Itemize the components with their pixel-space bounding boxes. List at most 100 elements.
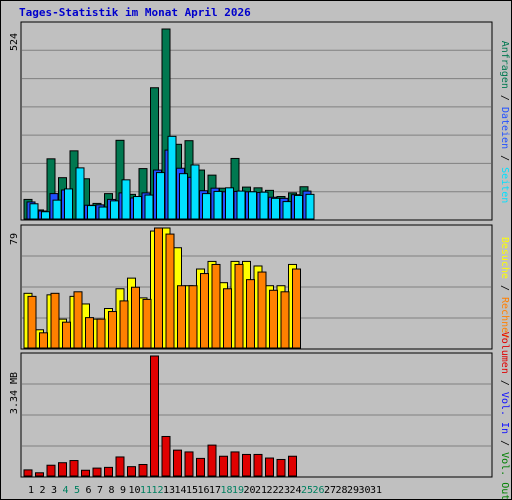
bar-rechner-18	[223, 288, 232, 349]
x-tick-label: 29	[347, 485, 359, 496]
x-tick-label: 13	[163, 485, 175, 496]
bar-seiten-12	[156, 172, 165, 220]
x-tick-label: 3	[51, 485, 57, 496]
y-max-label: 79	[9, 233, 20, 245]
x-tick-label: 9	[120, 485, 126, 496]
bar-seiten-19	[236, 190, 246, 220]
bar-volumen-3	[46, 464, 56, 477]
x-tick-label: 21	[255, 485, 267, 496]
bar-rechner-23	[280, 291, 290, 349]
x-tick-label: 6	[85, 485, 91, 496]
chart-x-axis: 1 2 3 4 5 6 7 8 9 10 11 12 13 14 15 16 17 18 19 20 21 22 23 24 2…	[28, 485, 382, 496]
bar-volumen-14	[173, 449, 182, 477]
bar-volumen-10	[127, 466, 136, 477]
bar-rechner-9	[119, 300, 129, 349]
bar-rechner-22	[269, 289, 278, 349]
bar-volumen-23	[276, 458, 286, 477]
bar-rechner-7	[96, 318, 106, 349]
x-tick-label: 26	[312, 485, 324, 496]
bar-volumen-17	[207, 444, 217, 477]
bar-seiten-5	[75, 167, 85, 220]
bar-volumen-7	[92, 467, 102, 477]
bar-volumen-2	[35, 472, 44, 477]
x-tick-label: 11	[140, 485, 152, 496]
bar-seiten-23	[282, 201, 292, 220]
requests-panel-legend: Anfragen / Dateien / Seiten	[499, 41, 510, 204]
legend-text: Volumen / Vol. In / Vol. Out	[499, 332, 510, 500]
chart-title: Tages-Statistik im Monat April 2026	[19, 6, 251, 19]
legend-text: Besuche / Rechner	[499, 237, 510, 339]
bar-volumen-20	[242, 453, 251, 477]
legend-entry: Vol. In	[499, 392, 510, 434]
bar-rechner-20	[246, 279, 255, 349]
bar-volumen-22	[265, 457, 274, 477]
bar-volumen-15	[184, 451, 194, 477]
x-tick-label: 18	[220, 485, 232, 496]
legend-entry: Anfragen	[499, 41, 510, 89]
bar-rechner-15	[188, 285, 198, 349]
x-tick-label: 22	[266, 485, 278, 496]
x-tick-label: 19	[232, 485, 244, 496]
x-tick-label: 10	[128, 485, 140, 496]
bar-seiten-11	[144, 194, 154, 220]
bar-rechner-16	[200, 273, 209, 349]
legend-separator: /	[499, 374, 510, 392]
volume-panel-legend: Volumen / Vol. In / Vol. Out	[499, 332, 510, 500]
bar-seiten-25	[305, 193, 315, 220]
bar-seiten-10	[133, 196, 142, 220]
bar-seiten-6	[87, 205, 96, 220]
x-tick-label: 17	[209, 485, 221, 496]
x-tick-label: 30	[358, 485, 370, 496]
x-tick-label: 20	[243, 485, 255, 496]
bar-seiten-20	[248, 191, 257, 220]
bar-volumen-12	[150, 355, 159, 477]
bar-volumen-21	[253, 453, 263, 477]
x-tick-label: 2	[39, 485, 45, 496]
bar-seiten-21	[259, 191, 269, 220]
legend-entry: Dateien	[499, 107, 510, 149]
legend-separator: /	[499, 434, 510, 452]
x-tick-label: 12	[151, 485, 163, 496]
bar-volumen-8	[104, 466, 113, 477]
bar-volumen-19	[230, 451, 240, 477]
bar-seiten-8	[110, 200, 119, 220]
bar-volumen-18	[219, 455, 228, 477]
bar-volumen-6	[81, 469, 90, 477]
bar-rechner-21	[257, 271, 267, 349]
x-tick-label: 14	[174, 485, 186, 496]
x-tick-label: 15	[186, 485, 198, 496]
legend-entry: Rechner	[499, 297, 510, 339]
bar-seiten-9	[121, 179, 131, 220]
bar-rechner-4	[62, 321, 71, 349]
x-tick-label: 25	[301, 485, 313, 496]
x-tick-label: 24	[289, 485, 301, 496]
plot-area	[20, 21, 493, 221]
bar-rechner-12	[154, 227, 163, 349]
x-tick-label: 28	[335, 485, 347, 496]
x-tick-label: 5	[74, 485, 80, 496]
bar-rechner-2	[39, 332, 48, 349]
bar-rechner-5	[73, 291, 83, 349]
legend-entry: Besuche	[499, 237, 510, 279]
bar-seiten-3	[52, 199, 62, 220]
bar-seiten-16	[202, 193, 211, 220]
bar-seiten-22	[271, 197, 280, 220]
legend-entry: Vol. Out	[499, 452, 510, 500]
chart-bars	[23, 28, 315, 477]
x-tick-label: 7	[97, 485, 103, 496]
bar-seiten-2	[41, 211, 50, 220]
bar-volumen-1	[23, 469, 33, 477]
bar-seiten-4	[64, 188, 73, 220]
y-max-label: 3.34 MB	[9, 372, 20, 414]
x-tick-label: 1	[28, 485, 34, 496]
bar-volumen-13	[161, 435, 171, 477]
bar-seiten-24	[294, 194, 303, 220]
chart-panels: 524 79 3.34 MB	[9, 21, 493, 478]
x-tick-label: 4	[62, 485, 68, 496]
bar-seiten-15	[190, 164, 200, 220]
y-max-label: 524	[9, 33, 20, 51]
bar-seiten-13	[167, 135, 177, 220]
legend-text: Anfragen / Dateien / Seiten	[499, 41, 510, 204]
bar-rechner-17	[211, 263, 221, 349]
